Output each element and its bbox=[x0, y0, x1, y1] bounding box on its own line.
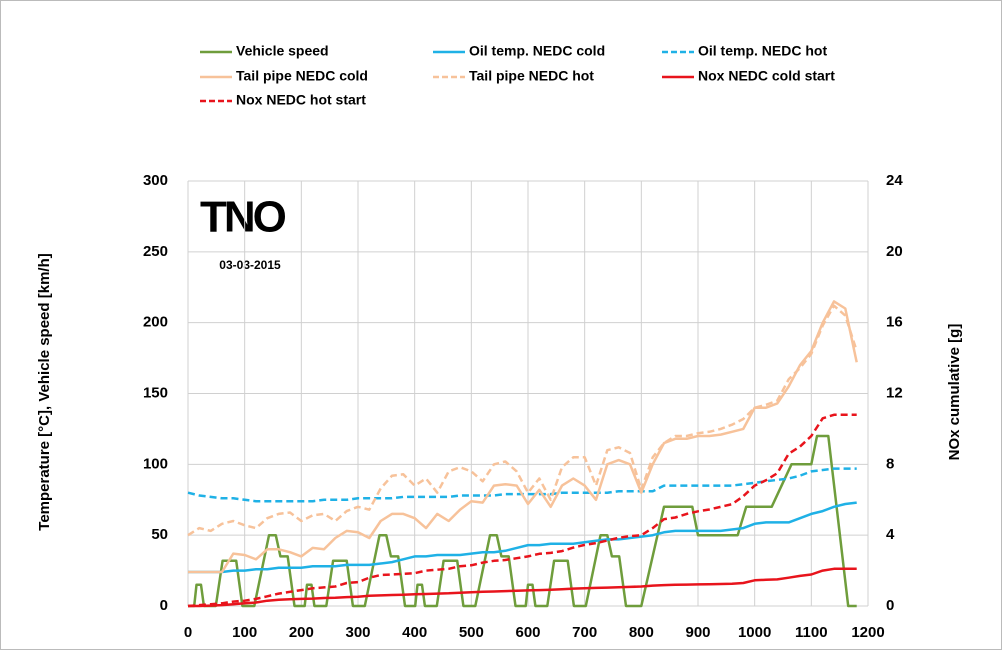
x-tick-label: 400 bbox=[402, 624, 427, 641]
x-tick-label: 800 bbox=[629, 624, 654, 641]
x-tick-label: 900 bbox=[685, 624, 710, 641]
legend-label: Nox NEDC cold start bbox=[698, 68, 835, 84]
y-tick-label: 50 bbox=[151, 526, 168, 543]
x-tick-label: 300 bbox=[345, 624, 370, 641]
y-tick-label: 100 bbox=[143, 455, 168, 472]
x-tick-label: 1000 bbox=[738, 624, 771, 641]
y2-tick-label: 8 bbox=[886, 455, 894, 472]
y-tick-label: 200 bbox=[143, 314, 168, 331]
y2-tick-label: 24 bbox=[886, 172, 903, 189]
y2-axis-label: NOx cumulative [g] bbox=[946, 324, 963, 461]
series-line bbox=[188, 501, 857, 574]
series-line bbox=[188, 300, 858, 574]
y2-tick-label: 16 bbox=[886, 314, 903, 331]
x-tick-label: 1200 bbox=[851, 624, 884, 641]
series-line bbox=[187, 304, 858, 537]
y-tick-label: 300 bbox=[143, 172, 168, 189]
series-line bbox=[187, 413, 857, 608]
legend-label: Vehicle speed bbox=[236, 43, 329, 59]
legend-label: Nox NEDC hot start bbox=[236, 92, 366, 108]
y-tick-label: 150 bbox=[143, 384, 168, 401]
x-tick-label: 200 bbox=[289, 624, 314, 641]
legend-label: Oil temp. NEDC cold bbox=[469, 43, 605, 59]
legend-label: Oil temp. NEDC hot bbox=[698, 43, 827, 59]
x-tick-label: 700 bbox=[572, 624, 597, 641]
logo: TNO bbox=[200, 193, 286, 242]
series-line bbox=[188, 434, 857, 608]
y-axis-label: Temperature [°C], Vehicle speed [km/h] bbox=[36, 253, 53, 530]
x-tick-label: 0 bbox=[184, 624, 192, 641]
date-label: 03-03-2015 bbox=[219, 258, 281, 272]
y2-tick-label: 4 bbox=[886, 526, 895, 543]
x-tick-label: 1100 bbox=[795, 624, 828, 641]
y-tick-label: 0 bbox=[160, 597, 168, 614]
x-tick-label: 600 bbox=[515, 624, 540, 641]
y2-tick-label: 0 bbox=[886, 597, 894, 614]
y2-tick-label: 20 bbox=[886, 243, 903, 260]
x-tick-label: 100 bbox=[232, 624, 257, 641]
legend-label: Tail pipe NEDC hot bbox=[469, 68, 594, 84]
legend-label: Tail pipe NEDC cold bbox=[236, 68, 368, 84]
y-tick-label: 250 bbox=[143, 243, 168, 260]
y2-tick-label: 12 bbox=[886, 384, 903, 401]
series-line bbox=[188, 567, 857, 608]
x-tick-label: 500 bbox=[459, 624, 484, 641]
